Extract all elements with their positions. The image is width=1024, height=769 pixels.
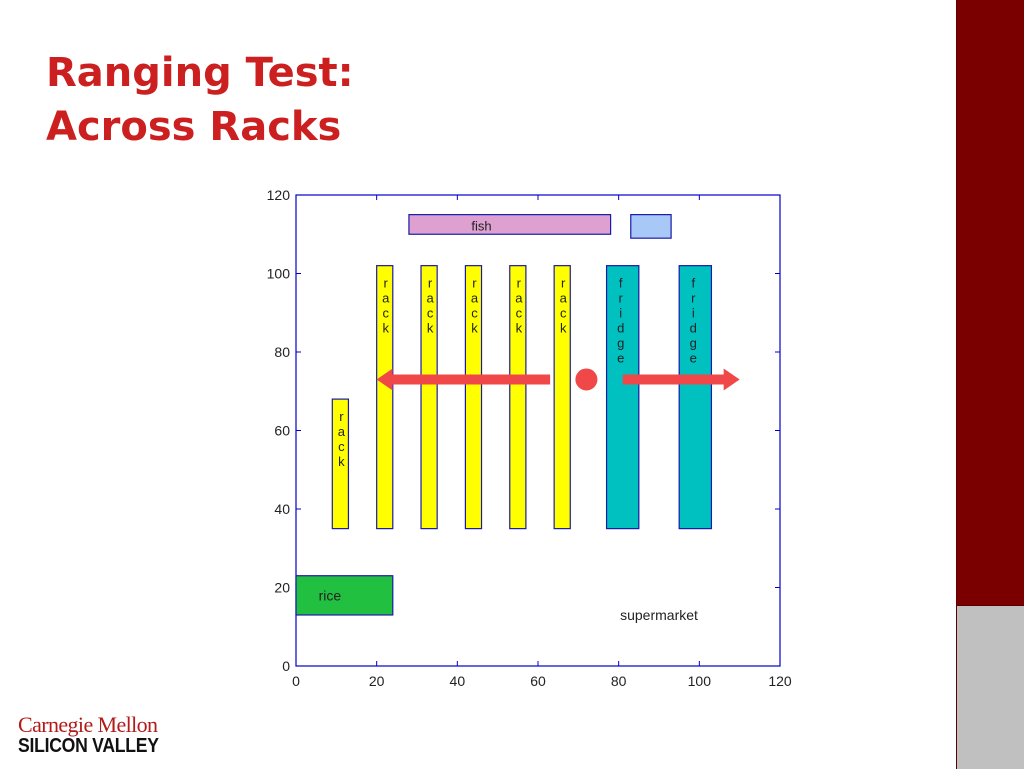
sidebar-bottom-bar xyxy=(956,605,1024,769)
x-tick-label: 40 xyxy=(450,673,466,689)
store-layout-plot: 0 20 40 60 80 100 120 0 20 40 60 80 100 120 r a c k r a c k r a… xyxy=(267,187,792,689)
fish-label: fish xyxy=(471,218,491,233)
rice-label: rice xyxy=(319,587,342,603)
y-tick-label: 60 xyxy=(274,423,290,439)
x-tick-label: 0 xyxy=(292,673,300,689)
x-tick-label: 20 xyxy=(369,673,385,689)
rack-block xyxy=(509,265,527,530)
x-tick-label: 120 xyxy=(768,673,792,689)
slide-title-line-1: Ranging Test: xyxy=(46,50,354,96)
node-position-marker xyxy=(575,368,598,391)
slide-title: Ranging Test: Across Racks xyxy=(46,46,354,154)
rack-block xyxy=(464,265,483,530)
logo-line-1: Carnegie Mellon xyxy=(18,712,158,737)
range-arrow xyxy=(622,368,740,391)
rack-block xyxy=(553,265,571,530)
y-tick-label: 20 xyxy=(274,580,290,596)
y-tick-label: 40 xyxy=(274,501,290,517)
fish-block xyxy=(408,214,612,235)
cmu-logo: Carnegie Mellon SILICON VALLEY xyxy=(18,712,178,757)
y-tick-label: 120 xyxy=(267,187,291,203)
fridge-block xyxy=(678,265,713,530)
y-tick-label: 80 xyxy=(274,344,290,360)
logo-line-2: SILICON VALLEY xyxy=(18,735,159,757)
rack-block xyxy=(376,265,394,530)
rack-block xyxy=(331,398,350,530)
fridge-block xyxy=(605,265,640,530)
x-tick-label: 100 xyxy=(688,673,712,689)
slide-title-line-2: Across Racks xyxy=(46,104,342,150)
x-tick-label: 80 xyxy=(611,673,627,689)
sidebar-top-bar xyxy=(956,0,1024,605)
x-tick-label: 60 xyxy=(530,673,546,689)
unlabeled-block xyxy=(630,214,672,239)
supermarket-label: supermarket xyxy=(620,607,698,623)
rice-block xyxy=(295,575,394,616)
range-arrow xyxy=(376,368,551,391)
y-tick-label: 100 xyxy=(267,266,291,282)
rack-block xyxy=(420,265,438,530)
y-tick-label: 0 xyxy=(282,658,290,674)
